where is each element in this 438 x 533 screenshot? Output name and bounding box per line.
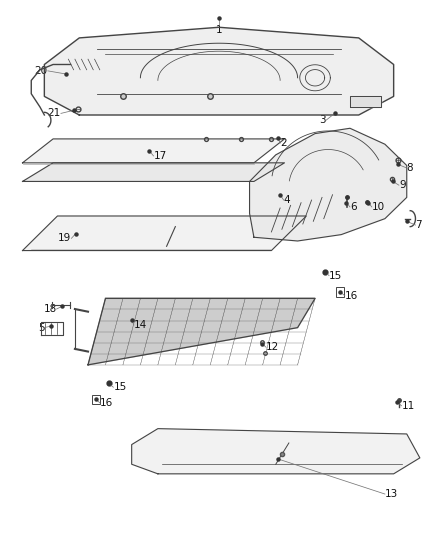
Polygon shape: [22, 139, 285, 163]
Text: 11: 11: [402, 401, 415, 411]
Text: 3: 3: [319, 115, 326, 125]
Text: 19: 19: [58, 233, 71, 244]
Polygon shape: [132, 429, 420, 474]
Polygon shape: [88, 298, 315, 365]
Polygon shape: [22, 163, 285, 181]
Text: 1: 1: [215, 25, 223, 35]
Polygon shape: [44, 27, 394, 115]
Text: 4: 4: [284, 195, 290, 205]
Text: 10: 10: [372, 202, 385, 212]
Text: 21: 21: [48, 108, 61, 118]
Text: 9: 9: [399, 180, 406, 190]
Text: 15: 15: [329, 271, 342, 280]
Text: 7: 7: [416, 220, 422, 230]
Text: 15: 15: [113, 382, 127, 392]
Polygon shape: [22, 216, 306, 251]
Text: 2: 2: [280, 138, 287, 148]
Text: 20: 20: [35, 66, 48, 76]
Text: 16: 16: [100, 398, 113, 408]
Bar: [336, 287, 344, 297]
Text: 16: 16: [345, 290, 358, 301]
Text: 13: 13: [385, 489, 398, 499]
Text: 18: 18: [43, 304, 57, 314]
Text: 14: 14: [134, 320, 147, 330]
Bar: [92, 394, 100, 404]
Text: 5: 5: [38, 322, 44, 333]
Text: 8: 8: [406, 163, 413, 173]
Polygon shape: [350, 96, 381, 107]
Polygon shape: [250, 128, 407, 241]
Text: 12: 12: [266, 342, 279, 352]
Text: 17: 17: [153, 151, 167, 161]
Text: 6: 6: [350, 202, 357, 212]
